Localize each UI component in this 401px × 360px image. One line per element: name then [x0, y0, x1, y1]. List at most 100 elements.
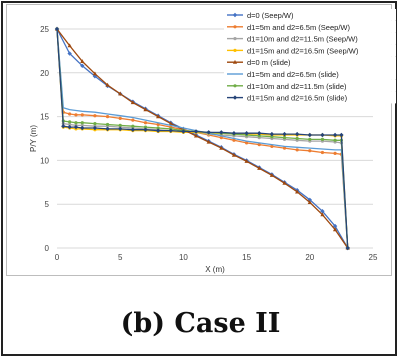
data-point: [131, 118, 135, 122]
data-point: [269, 131, 275, 137]
data-point: [143, 127, 148, 132]
data-point: [118, 123, 122, 127]
data-point: [80, 125, 85, 131]
data-point: [320, 209, 325, 214]
data-point: [143, 125, 148, 129]
legend-entry-bg: [224, 9, 396, 21]
data-point: [307, 200, 312, 205]
data-point: [282, 136, 287, 140]
data-point: [181, 129, 186, 134]
data-point: [269, 172, 274, 177]
legend-swatch-marker: [232, 59, 238, 64]
y-tick-label: 10: [40, 156, 49, 165]
data-point: [80, 121, 84, 125]
data-point: [80, 123, 84, 127]
legend-label: d1=5m and d2=6.5m (Seep/W): [247, 23, 350, 32]
series-line-1: [56, 28, 349, 249]
x-tick-label: 20: [305, 253, 314, 262]
data-point: [74, 113, 78, 117]
data-point: [193, 129, 199, 134]
data-point: [308, 137, 312, 141]
data-point: [333, 138, 337, 142]
data-point: [93, 114, 97, 118]
data-point: [282, 146, 287, 150]
data-point: [219, 130, 224, 135]
data-point: [105, 115, 110, 119]
data-point: [282, 180, 287, 185]
data-point: [270, 135, 274, 139]
data-point: [320, 132, 325, 138]
legend-label: d1=15m and d2=16.5m (Seep/W): [247, 46, 359, 55]
data-point: [219, 136, 223, 140]
data-point: [118, 116, 122, 120]
data-point: [168, 121, 173, 126]
data-point: [231, 131, 237, 136]
data-point: [308, 149, 312, 153]
legend-label: d=0 (Seep/W): [247, 11, 294, 20]
data-point: [257, 131, 262, 136]
legend-swatch-marker: [232, 12, 238, 18]
y-tick-label: 5: [45, 200, 50, 209]
data-point: [105, 122, 110, 127]
y-tick-label: 15: [40, 113, 49, 122]
data-point: [219, 145, 224, 150]
data-point: [231, 152, 237, 157]
line-chart: 0 5 10 15 20 25 0 5 10 15 20 25 X (m) P/Y (m) d=0 (See…: [29, 9, 396, 274]
data-point: [295, 189, 300, 194]
data-point: [206, 130, 211, 135]
data-point: [257, 165, 262, 170]
data-point: [80, 113, 84, 117]
data-point: [80, 59, 85, 64]
legend-label: d1=5m and d2=6.5m (slide): [247, 70, 339, 79]
legend-entry-bg: [224, 20, 396, 33]
data-point: [68, 122, 72, 127]
data-point: [67, 43, 72, 48]
legend-label: d1=10m and d2=11.5m (Seep/W): [247, 35, 358, 44]
data-point: [320, 212, 325, 217]
legend-entry-bg: [224, 68, 396, 80]
data-point: [345, 245, 350, 251]
data-point: [155, 128, 161, 133]
legend-label: d=0 m (slide): [247, 58, 291, 67]
data-point: [74, 121, 78, 125]
legend-swatch-marker: [233, 84, 237, 88]
data-point: [93, 122, 97, 126]
data-point: [332, 132, 338, 138]
legend-swatch-marker: [233, 25, 237, 29]
data-point: [257, 143, 261, 147]
data-point: [92, 74, 98, 79]
data-point: [118, 91, 123, 96]
data-point: [54, 26, 60, 32]
data-point: [156, 122, 160, 127]
x-tick-label: 10: [179, 253, 188, 262]
data-point: [232, 138, 236, 142]
data-point: [130, 127, 136, 132]
figure-caption: (b) Case II: [120, 308, 281, 339]
legend-label: d1=10m and d2=11.5m (slide): [247, 82, 347, 91]
data-point: [294, 131, 300, 137]
data-point: [68, 112, 72, 116]
legend-label: d1=15m and d2=16.5m (slide): [247, 94, 348, 103]
data-point: [67, 51, 72, 56]
data-point: [92, 71, 98, 76]
y-axis-title: P/Y (m): [29, 125, 38, 152]
data-point: [245, 141, 249, 145]
legend-swatch-marker: [232, 95, 238, 100]
data-point: [339, 132, 344, 138]
data-point: [332, 227, 338, 232]
x-axis-title: X (m): [205, 265, 225, 274]
legend-entry-bg: [224, 44, 396, 57]
series-line-5: [56, 28, 349, 249]
data-point: [143, 107, 148, 112]
data-point: [295, 136, 299, 141]
data-point: [105, 82, 110, 87]
legend-swatch-marker: [233, 37, 237, 41]
data-point: [193, 133, 199, 138]
legend-entry-bg: [224, 79, 396, 92]
x-tick-label: 15: [242, 253, 251, 262]
data-point: [270, 144, 274, 148]
data-point: [73, 124, 79, 130]
data-point: [118, 126, 123, 132]
data-point: [130, 100, 135, 105]
data-point: [80, 63, 85, 68]
